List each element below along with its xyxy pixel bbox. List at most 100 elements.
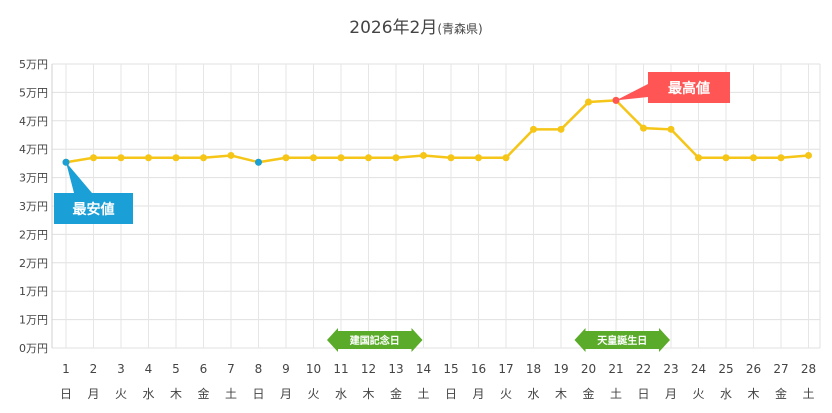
weekday-label: 日: [252, 387, 264, 401]
x-tick-label: 15: [443, 362, 458, 376]
x-tick-label: 24: [691, 362, 706, 376]
weekday-label: 土: [802, 387, 814, 401]
data-point: [557, 125, 565, 133]
y-tick-label: 4万円: [19, 115, 48, 128]
data-point: [282, 154, 290, 162]
callout-label: 最安値: [73, 201, 115, 218]
x-tick-label: 26: [746, 362, 761, 376]
grid: [51, 63, 821, 349]
holiday-markers: 建国記念日 天皇誕生日: [327, 328, 670, 352]
y-tick-label: 1万円: [19, 285, 48, 298]
weekday-label: 水: [142, 387, 154, 401]
weekday-label: 木: [362, 387, 374, 401]
x-tick-label: 22: [636, 362, 651, 376]
y-tick-label: 2万円: [19, 257, 48, 270]
x-tick-label: 1: [62, 362, 70, 376]
data-point: [667, 125, 675, 133]
data-point: [585, 98, 592, 106]
weekday-label: 月: [87, 387, 99, 401]
holiday-arrow: [327, 328, 423, 352]
data-point: [310, 154, 317, 162]
weekday-label: 月: [280, 387, 292, 401]
data-point: [365, 154, 372, 162]
x-tick-label: 8: [255, 362, 263, 376]
weekday-label: 土: [417, 387, 429, 401]
data-point: [90, 154, 97, 162]
y-tick-label: 4万円: [19, 143, 48, 156]
weekday-label: 日: [637, 387, 649, 401]
highlight-point: [62, 158, 70, 166]
y-axis-ticks: 5万円 5万円 4万円 4万円 3万円 3万円 2万円 2万円 1万円 1万円 0万円: [19, 58, 48, 355]
price-callouts: 最安値 最高値: [54, 72, 730, 224]
x-tick-label: 21: [608, 362, 623, 376]
weekday-label: 水: [720, 387, 732, 401]
data-point: [502, 154, 510, 162]
holiday-label: 建国記念日: [349, 334, 400, 347]
weekday-label: 月: [472, 387, 484, 401]
x-tick-label: 12: [361, 362, 376, 376]
x-tick-label: 17: [498, 362, 513, 376]
data-point: [640, 124, 647, 132]
weekday-label: 水: [527, 387, 539, 401]
weekday-label: 火: [692, 387, 704, 401]
x-tick-label: 16: [471, 362, 486, 376]
x-tick-label: 13: [388, 362, 403, 376]
data-point: [145, 154, 152, 162]
x-tick-label: 10: [306, 362, 321, 376]
x-tick-label: 4: [145, 362, 153, 376]
chart-subtitle: (青森県): [437, 21, 482, 36]
weekday-label: 木: [170, 387, 182, 401]
data-point: [695, 154, 702, 162]
x-tick-label: 19: [553, 362, 568, 376]
data-point: [447, 154, 455, 162]
data-point: [392, 154, 400, 162]
data-point: [420, 151, 427, 159]
data-point: [475, 154, 482, 162]
weekday-label: 金: [582, 386, 594, 401]
weekday-label: 金: [775, 386, 787, 401]
data-point: [337, 154, 345, 162]
chart-title: 2026年2月(青森県): [349, 18, 482, 38]
holiday-label: 天皇誕生日: [597, 334, 647, 347]
x-tick-label: 20: [581, 362, 596, 376]
series-line: [65, 99, 809, 164]
weekday-label: 日: [445, 387, 457, 401]
data-point: [750, 154, 757, 162]
y-tick-label: 1万円: [19, 314, 48, 327]
x-tick-label: 27: [773, 362, 788, 376]
x-tick-label: 25: [718, 362, 733, 376]
x-tick-label: 6: [200, 362, 208, 376]
x-axis-ticks: 1日2月3火4水5木6金7土8日9月10火11水12木13金14土15日16月1…: [60, 362, 816, 401]
series-polyline: [65, 99, 809, 164]
data-point: [117, 154, 125, 162]
data-point: [200, 154, 207, 162]
weekday-label: 土: [610, 387, 622, 401]
data-point: [172, 154, 180, 162]
x-tick-label: 23: [663, 362, 678, 376]
x-tick-label: 2: [90, 362, 98, 376]
x-tick-label: 5: [172, 362, 180, 376]
y-tick-label: 2万円: [19, 228, 48, 241]
weekday-label: 土: [225, 387, 237, 401]
weekday-label: 木: [747, 387, 759, 401]
data-point: [227, 151, 235, 159]
data-point: [530, 125, 537, 133]
weekday-label: 金: [390, 386, 402, 401]
weekday-label: 木: [555, 387, 567, 401]
x-tick-label: 28: [801, 362, 816, 376]
weekday-label: 日: [60, 387, 72, 401]
x-tick-label: 7: [227, 362, 235, 376]
y-tick-label: 3万円: [19, 200, 48, 213]
callout-box: [648, 72, 730, 103]
chart-title-main: 2026年2月: [349, 18, 437, 38]
callout-label: 最高値: [668, 80, 710, 97]
callout-pointer: [66, 162, 92, 193]
weekday-label: 月: [665, 387, 677, 401]
data-point: [777, 154, 785, 162]
x-tick-label: 14: [416, 362, 431, 376]
y-tick-label: 5万円: [19, 86, 48, 99]
holiday-arrow: [574, 328, 670, 352]
x-tick-label: 9: [282, 362, 290, 376]
data-point: [805, 151, 812, 159]
